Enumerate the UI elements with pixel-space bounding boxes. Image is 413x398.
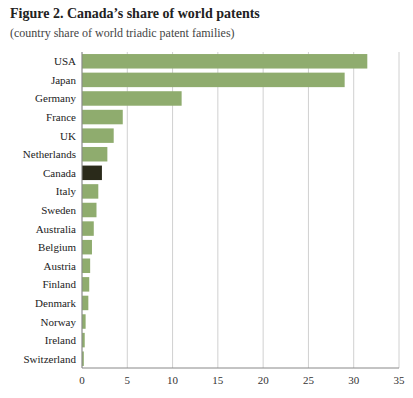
x-axis-line [82, 368, 399, 369]
bar [82, 277, 89, 291]
subtitle: (country share of world triadic patent f… [10, 26, 235, 40]
grid-line [353, 52, 354, 368]
grid-line [399, 52, 400, 368]
bar [82, 166, 102, 180]
bar [82, 73, 345, 87]
y-tick-label: Finland [42, 278, 76, 290]
bar [82, 203, 96, 217]
y-tick-label: Ireland [45, 334, 77, 346]
bar [82, 314, 86, 328]
bar [82, 54, 367, 68]
y-tick-label: UK [60, 130, 76, 142]
y-tick-label: Denmark [35, 297, 76, 309]
grid-line [82, 52, 83, 368]
y-tick-label: Sweden [41, 204, 76, 216]
chart-container: Figure 2. Canada’s share of world patent… [0, 0, 413, 398]
y-tick-label: Italy [56, 185, 77, 197]
y-tick-label: France [46, 111, 76, 123]
bar [82, 296, 88, 310]
x-tick-label: 35 [394, 374, 406, 386]
bar [82, 221, 94, 235]
x-tick-label: 15 [212, 374, 224, 386]
y-tick-label: Switzerland [23, 353, 76, 365]
title: Figure 2. Canada’s share of world patent… [10, 6, 260, 21]
bar [82, 128, 114, 142]
y-tick-label: Netherlands [23, 148, 76, 160]
x-tick-label: 25 [303, 374, 315, 386]
bar [82, 259, 90, 273]
bar [82, 240, 92, 254]
y-tick-label: Australia [36, 223, 76, 235]
bar [82, 91, 182, 105]
y-tick-label: Austria [44, 260, 77, 272]
grid [82, 52, 399, 368]
y-axis-line [82, 52, 83, 368]
grid-line [308, 52, 309, 368]
x-tick-label: 20 [258, 374, 270, 386]
y-tick-label: Belgium [38, 241, 76, 253]
y-tick-label: USA [54, 55, 76, 67]
x-tick-label: 0 [79, 374, 85, 386]
y-tick-label: Canada [43, 167, 76, 179]
grid-line [217, 52, 218, 368]
bar [82, 184, 98, 198]
x-tick-label: 5 [125, 374, 131, 386]
y-tick-label: Japan [51, 74, 77, 86]
grid-line [263, 52, 264, 368]
y-tick-label: Norway [41, 316, 77, 328]
bar [82, 110, 123, 124]
y-tick-label: Germany [35, 92, 76, 104]
x-tick-label: 10 [167, 374, 179, 386]
chart: Figure 2. Canada’s share of world patent… [0, 0, 413, 398]
x-tick-label: 30 [348, 374, 360, 386]
bar [82, 147, 107, 161]
bars [82, 54, 367, 366]
